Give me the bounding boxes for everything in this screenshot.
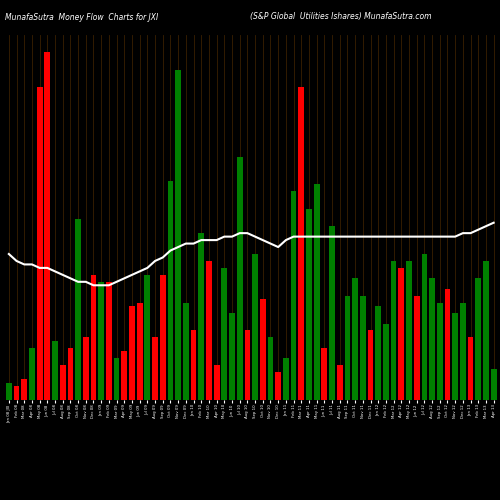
Bar xyxy=(290,192,296,400)
Bar xyxy=(206,261,212,400)
Bar xyxy=(60,365,66,400)
Bar xyxy=(222,268,227,400)
Bar xyxy=(344,296,350,400)
Bar xyxy=(114,358,119,400)
Text: MunafaSutra  Money Flow  Charts for JXI: MunafaSutra Money Flow Charts for JXI xyxy=(5,12,158,22)
Bar xyxy=(252,254,258,400)
Bar xyxy=(122,352,127,400)
Bar xyxy=(168,181,173,400)
Bar xyxy=(298,87,304,400)
Bar xyxy=(376,306,381,400)
Bar xyxy=(437,302,442,400)
Bar xyxy=(22,379,27,400)
Bar xyxy=(144,275,150,400)
Text: (S&P Global  Utilities Ishares) MunafaSutra.com: (S&P Global Utilities Ishares) MunafaSut… xyxy=(250,12,432,22)
Bar xyxy=(390,261,396,400)
Bar xyxy=(83,338,88,400)
Bar xyxy=(90,275,96,400)
Bar xyxy=(29,348,35,400)
Bar xyxy=(398,268,404,400)
Bar xyxy=(306,209,312,400)
Bar xyxy=(337,365,342,400)
Bar xyxy=(229,313,235,400)
Bar xyxy=(422,254,428,400)
Bar xyxy=(368,330,374,400)
Bar xyxy=(452,313,458,400)
Bar xyxy=(260,299,266,400)
Bar xyxy=(106,282,112,400)
Bar xyxy=(352,278,358,400)
Bar xyxy=(283,358,289,400)
Bar xyxy=(129,306,135,400)
Bar xyxy=(268,338,274,400)
Bar xyxy=(468,338,473,400)
Bar xyxy=(414,296,420,400)
Bar xyxy=(75,219,81,400)
Bar xyxy=(44,52,50,400)
Bar xyxy=(276,372,281,400)
Bar xyxy=(429,278,435,400)
Bar xyxy=(476,278,481,400)
Bar xyxy=(406,261,412,400)
Bar xyxy=(176,70,181,400)
Bar xyxy=(491,368,496,400)
Bar xyxy=(322,348,327,400)
Bar xyxy=(14,386,20,400)
Bar xyxy=(137,302,142,400)
Bar xyxy=(52,341,58,400)
Bar xyxy=(68,348,73,400)
Bar xyxy=(190,330,196,400)
Bar xyxy=(152,338,158,400)
Bar xyxy=(36,87,43,400)
Bar xyxy=(244,330,250,400)
Bar xyxy=(6,382,12,400)
Bar xyxy=(314,184,320,400)
Bar xyxy=(383,324,389,400)
Bar xyxy=(214,365,220,400)
Bar xyxy=(237,156,242,400)
Bar xyxy=(483,261,489,400)
Bar xyxy=(198,233,204,400)
Bar xyxy=(444,289,450,400)
Bar xyxy=(329,226,335,400)
Bar xyxy=(460,302,466,400)
Bar xyxy=(183,302,188,400)
Bar xyxy=(98,282,104,400)
Bar xyxy=(160,275,166,400)
Bar xyxy=(360,296,366,400)
